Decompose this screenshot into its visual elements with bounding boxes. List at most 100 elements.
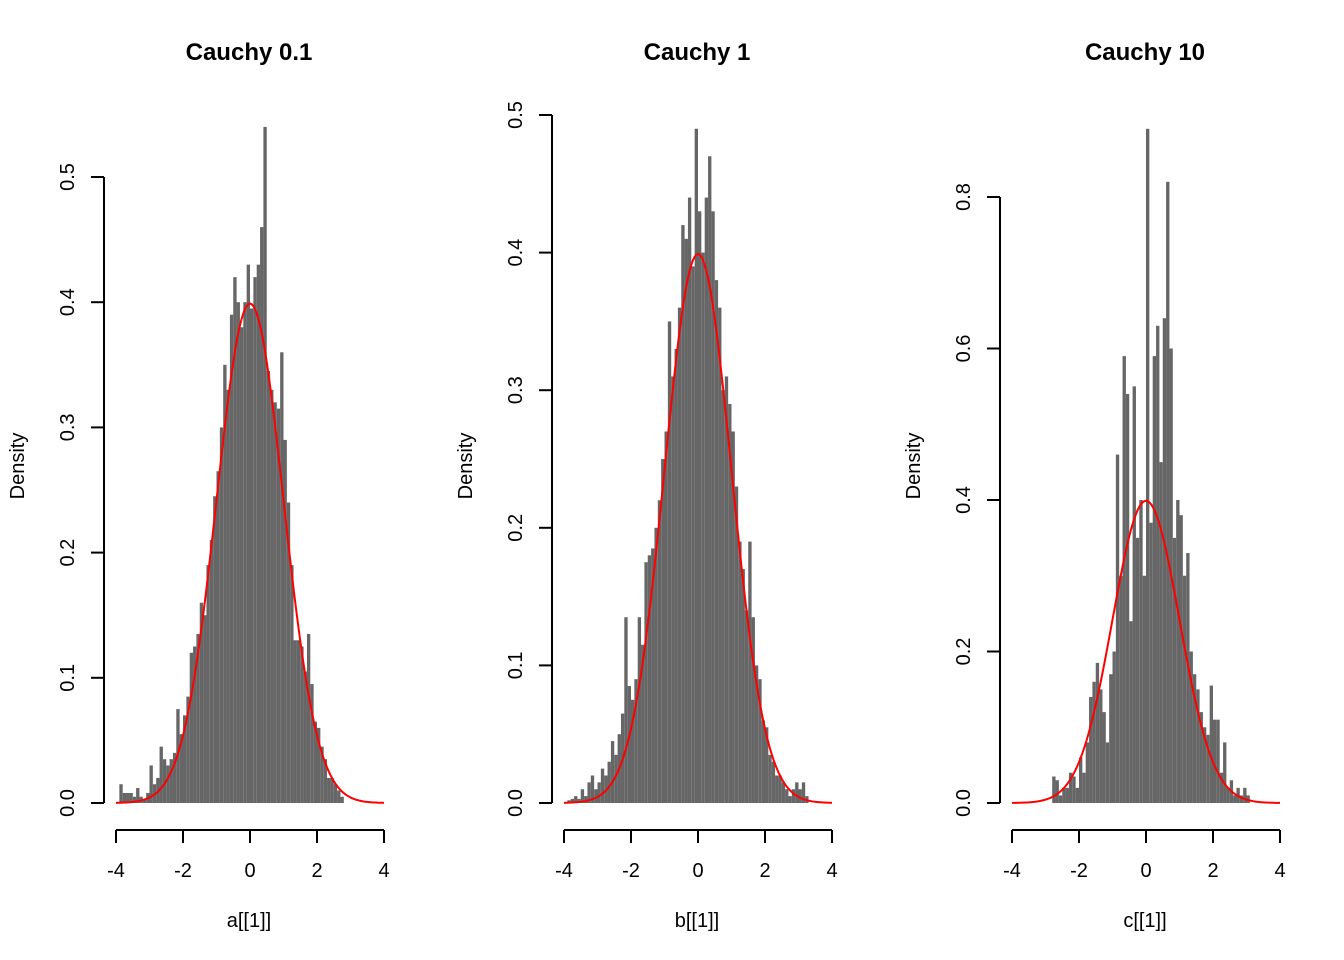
histogram-bar <box>734 486 739 803</box>
histogram-bar <box>142 799 147 803</box>
histogram-bar <box>758 679 762 803</box>
histogram-bar <box>590 775 595 803</box>
histogram-bar <box>785 789 789 803</box>
histogram-bar <box>641 644 645 803</box>
histogram-bar <box>1105 742 1110 803</box>
histogram-bar <box>781 782 786 803</box>
histogram-bar <box>1058 795 1063 803</box>
histogram-bar <box>1186 553 1190 803</box>
histogram-bar <box>748 541 752 803</box>
histogram-bar <box>744 610 749 803</box>
histogram-bar <box>1192 674 1197 803</box>
histogram-bar <box>584 796 588 803</box>
x-tick-label: 0 <box>244 860 255 882</box>
histogram-bar <box>1085 742 1090 803</box>
histogram-bar <box>162 759 167 803</box>
histogram-bar <box>166 765 170 803</box>
y-tick-label: 0.3 <box>505 376 527 404</box>
x-tick-label: 0 <box>692 860 703 882</box>
histogram-bar <box>597 782 601 803</box>
histogram-bar <box>687 197 692 803</box>
histogram-bar <box>236 302 240 803</box>
y-tick-label: 0.5 <box>505 101 527 129</box>
histogram-bar <box>1199 712 1203 803</box>
histogram-bar <box>724 376 729 803</box>
histogram-bar <box>126 792 130 803</box>
histogram-bar <box>624 617 628 803</box>
histogram-bar <box>728 403 732 803</box>
histogram-bar <box>1065 787 1069 803</box>
histogram-bar <box>1206 734 1210 803</box>
histogram-bar <box>1062 787 1066 803</box>
histogram-bar <box>189 652 194 803</box>
histogram-bar <box>196 633 200 803</box>
histogram-bar <box>263 126 267 804</box>
histogram-bar <box>300 646 304 803</box>
histogram-bar <box>283 439 287 803</box>
histogram-bar <box>193 646 197 803</box>
histogram-bar <box>610 741 615 803</box>
histogram-bar <box>1166 181 1170 804</box>
histogram-bar <box>708 156 712 803</box>
histogram-bar <box>721 390 725 803</box>
histogram-bar <box>199 602 204 803</box>
histogram-bar <box>681 225 685 803</box>
histogram-bar <box>1216 719 1220 803</box>
histogram-bar <box>330 777 334 803</box>
histogram-bar <box>580 789 585 803</box>
x-axis-label: b[[1]] <box>675 910 719 932</box>
histogram-bar <box>731 431 735 803</box>
histogram-bar <box>239 327 244 803</box>
histogram-bar <box>577 798 581 803</box>
histogram-bar <box>119 784 123 803</box>
histogram-bar <box>306 633 311 803</box>
y-tick-label: 0.2 <box>505 514 527 542</box>
histogram-bar <box>661 459 665 803</box>
histogram-bar <box>651 548 655 803</box>
histogram-bar <box>768 754 772 803</box>
panel-cauchy-1: Cauchy 1 -4 -2 0 2 4 b[[1]] 0.0 0.1 0.2 0.3 0.4 0.5 D… <box>455 39 838 932</box>
histogram-bar <box>323 759 328 803</box>
histogram-bar <box>1055 780 1059 803</box>
histogram-bar <box>233 277 237 803</box>
histogram-bar <box>657 500 662 803</box>
histogram-bar <box>1156 325 1160 803</box>
histogram-bar <box>771 761 776 803</box>
histogram-bar <box>266 371 271 803</box>
y-tick-label: 0.4 <box>953 486 975 514</box>
histogram-bar <box>741 569 745 803</box>
histogram-bar <box>172 752 177 803</box>
histogram-bar <box>761 720 765 803</box>
histogram-bar <box>226 389 230 803</box>
histogram-bar <box>219 427 224 803</box>
y-tick-label: 0.4 <box>505 239 527 267</box>
histogram-bar <box>704 197 709 803</box>
panel-cauchy-10: Cauchy 10 -4 -2 0 2 4 c[[1]] 0.0 0.2 0.4 0.6 0.8 Den… <box>903 39 1286 932</box>
histogram-bar <box>754 665 759 803</box>
histogram-bar <box>607 761 611 803</box>
histogram-bar <box>647 555 652 803</box>
histogram-bar <box>1243 787 1247 803</box>
histogram-bar <box>1142 575 1146 803</box>
histogram-bar <box>296 640 301 803</box>
histogram-bar <box>644 562 648 803</box>
histogram-bar <box>320 746 324 803</box>
histogram-bar <box>614 754 618 803</box>
histogram-bar <box>213 496 217 803</box>
histogram-bar <box>216 471 220 803</box>
histogram-bar <box>674 348 678 803</box>
x-tick-label: -4 <box>1003 860 1021 882</box>
histogram-bar <box>631 699 635 803</box>
y-tick-label: 0.2 <box>57 539 79 567</box>
histogram-bar <box>310 684 314 803</box>
histogram-bar <box>169 759 173 803</box>
histogram-bar <box>667 321 672 803</box>
histogram-bar <box>1209 685 1213 803</box>
histogram-bar <box>718 307 722 803</box>
histogram-bar <box>260 227 264 803</box>
y-axis-label: Density <box>455 433 477 500</box>
histogram-bar <box>671 376 675 803</box>
histogram-bar <box>684 238 688 804</box>
histogram-bar <box>159 746 163 803</box>
y-axis-label: Density <box>903 433 925 500</box>
